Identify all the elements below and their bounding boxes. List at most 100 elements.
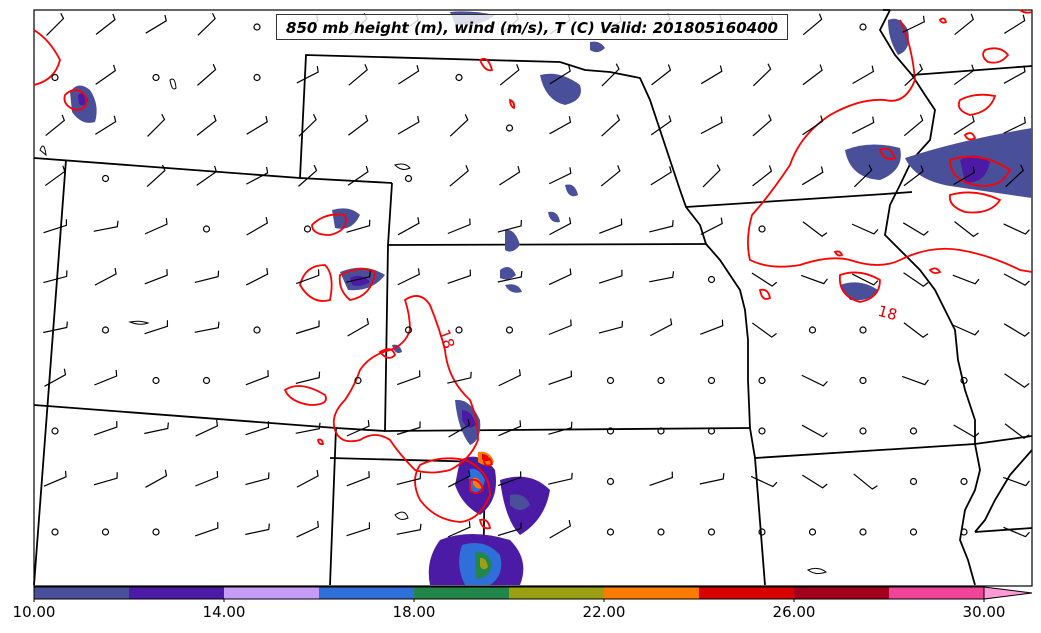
wind-barb-icon	[650, 115, 672, 136]
wind-barb-icon	[599, 218, 623, 234]
wind-barb-icon	[95, 64, 117, 85]
wind-barb-icon	[903, 165, 924, 187]
calm-wind-circle-icon	[202, 225, 211, 233]
wind-barb-icon	[447, 521, 471, 538]
wind-barb-icon	[548, 319, 572, 336]
calm-wind-circle-icon	[152, 73, 160, 82]
wind-barb-icon	[346, 471, 370, 487]
wind-barb-icon	[801, 274, 828, 285]
wind-barb-icon	[144, 422, 169, 435]
calm-wind-circle-icon	[152, 376, 160, 385]
colorbar-segment	[699, 587, 795, 599]
wind-barb-icon	[447, 218, 471, 235]
wind-barb-icon	[952, 274, 980, 285]
wind-barb-icon	[699, 472, 725, 485]
wind-barb-icon	[903, 322, 929, 338]
calm-wind-circle-icon	[606, 477, 615, 486]
calm-wind-circle-icon	[707, 376, 716, 385]
colorbar-segment	[509, 587, 605, 599]
colorbar-segment	[224, 587, 320, 599]
wind-barb-icon	[752, 114, 772, 137]
wind-barb-icon	[196, 114, 217, 136]
colorbar-extend-arrow	[983, 586, 1033, 600]
wind-barb-icon	[752, 165, 773, 187]
wind-barb-icon	[197, 13, 216, 36]
colorbar-tick-label: 22.00	[582, 603, 626, 621]
wind-barb-icon	[46, 12, 65, 36]
wind-barb-icon	[397, 116, 420, 135]
wind-barb-icon	[93, 472, 118, 486]
wind-barb-icon	[246, 166, 269, 185]
wind-barb-icon	[801, 374, 828, 387]
calm-wind-circle-icon	[758, 528, 766, 536]
calm-wind-circle-icon	[909, 427, 918, 435]
wind-barb-icon	[700, 217, 723, 235]
wind-barb-icon	[700, 319, 724, 335]
wind-barb-icon	[801, 424, 828, 438]
wind-barb-icon	[396, 523, 422, 535]
wind-barb-icon	[953, 64, 975, 86]
wind-barb-icon	[852, 116, 875, 134]
calm-wind-circle-icon	[354, 376, 362, 385]
wind-barb-icon	[94, 267, 117, 286]
wind-barb-icon	[298, 114, 317, 137]
wind-barb-icon	[398, 65, 420, 85]
wind-barb-icon	[246, 115, 268, 135]
wind-barb-icon	[802, 115, 824, 136]
calm-wind-circle-icon	[303, 225, 312, 233]
wind-barb-icon	[144, 320, 169, 335]
calm-wind-circle-icon	[657, 528, 665, 536]
calm-wind-circle-icon	[505, 326, 514, 334]
wind-barb-icon	[1004, 14, 1026, 34]
wind-barb-icon	[95, 13, 116, 35]
colorbar-segment	[414, 587, 510, 599]
wind-barb-icon	[498, 369, 521, 387]
calm-wind-circle-icon	[152, 528, 160, 536]
wind-barb-icon	[346, 420, 370, 437]
plot-title: 850 mb height (m), wind (m/s), T (C) Val…	[276, 14, 788, 40]
calm-wind-circle-icon	[707, 528, 716, 536]
wind-barb-icon	[44, 165, 66, 187]
wind-barb-icon	[954, 221, 979, 238]
colorbar-segment	[889, 587, 985, 599]
wind-barb-icon	[598, 320, 624, 334]
wind-barb-icon	[902, 375, 929, 386]
wind-barb-icon	[953, 424, 980, 438]
wind-barb-icon	[245, 523, 270, 536]
calm-wind-circle-icon	[404, 326, 413, 334]
wind-barb-icon	[497, 219, 523, 233]
wind-barb-icon	[347, 165, 369, 186]
wind-barb-icon	[952, 324, 980, 336]
wind-barb-icon	[499, 64, 520, 86]
colorbar-segment	[794, 587, 890, 599]
wind-barb-icon	[43, 270, 68, 284]
wind-barb-icon	[144, 269, 168, 285]
wind-barb-icon	[903, 272, 929, 287]
wind-barb-icon	[649, 471, 673, 486]
wind-barb-icon	[346, 522, 371, 537]
wind-barb-icon	[852, 65, 875, 85]
colorbar-tick-label: 30.00	[962, 603, 1006, 621]
wind-barb-icon	[1005, 164, 1025, 188]
wind-barb-icon	[448, 470, 471, 488]
calm-wind-circle-icon	[606, 376, 615, 385]
calm-wind-circle-icon	[707, 427, 716, 435]
wind-barb-icon	[649, 220, 674, 233]
calm-wind-circle-icon	[51, 427, 59, 435]
calm-wind-circle-icon	[51, 73, 59, 82]
calm-wind-circle-icon	[657, 376, 665, 385]
wind-barb-icon	[498, 420, 522, 437]
wind-barb-icon	[296, 520, 320, 538]
wind-barb-icon	[93, 220, 119, 232]
wind-barb-icon	[296, 269, 320, 285]
calm-wind-circle-icon	[253, 23, 261, 31]
wind-barb-icon	[1003, 526, 1030, 538]
colorbar-segment	[34, 587, 130, 599]
calm-wind-circle-icon	[758, 376, 766, 385]
wind-barb-icon	[196, 165, 218, 186]
colorbar-outline	[33, 586, 985, 600]
wind-barbs	[43, 12, 1030, 539]
wind-barb-icon	[245, 421, 270, 436]
colorbar-tick-label: 10.00	[12, 603, 56, 621]
state-borders	[33, 9, 1033, 586]
